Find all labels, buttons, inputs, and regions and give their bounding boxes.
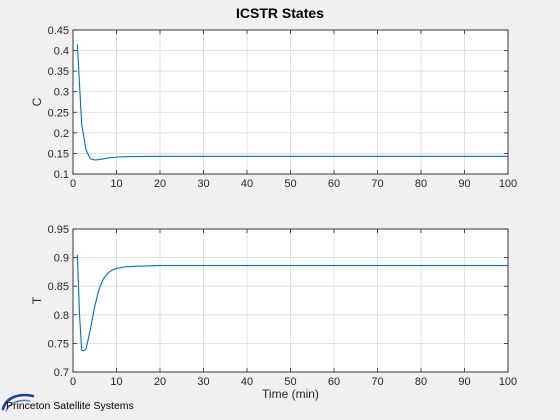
plot-concentration: 0 10 20 30 40 50 60 70 80 90 100 0.1 0.15 0.2 0.25 0.3 0…: [30, 25, 517, 190]
x-tick-label: 30: [197, 178, 209, 190]
series-line: [76, 254, 508, 352]
x-tick-label: 60: [328, 376, 340, 388]
logo-swoosh-icon: [1, 393, 35, 411]
y-tick-label: 0.7: [54, 367, 69, 379]
x-axis-label: Time (min): [262, 387, 319, 401]
y-tick-label: 0.45: [48, 25, 69, 37]
x-tick-label: 100: [499, 178, 517, 190]
x-tick-label: 20: [154, 376, 166, 388]
y-tick-label: 0.95: [48, 224, 69, 236]
figure-title: ICSTR States: [236, 5, 324, 21]
princeton-logo: Princeton Satellite Systems: [1, 393, 134, 412]
y-tick-label: 0.25: [48, 107, 69, 119]
y-tick-label: 0.15: [48, 148, 69, 160]
x-tick-label: 0: [70, 376, 76, 388]
x-tick-label: 90: [458, 178, 470, 190]
y-axis-label: T: [30, 296, 44, 304]
y-tick-label: 0.9: [54, 253, 69, 265]
x-tick-label: 70: [371, 376, 383, 388]
y-axis-label: C: [30, 97, 44, 106]
plot-temperature: 0 10 20 30 40 50 60 70 80 90 100 0.7 0.75 0.8 0.85 0.9 0…: [30, 224, 517, 401]
x-tick-label: 70: [371, 178, 383, 190]
x-tick-label: 40: [241, 376, 253, 388]
y-tick-label: 0.4: [54, 46, 69, 58]
x-tick-label: 50: [284, 376, 296, 388]
y-tick-label: 0.85: [48, 281, 69, 293]
x-tick-label: 40: [241, 178, 253, 190]
branding-text: Princeton Satellite Systems: [6, 400, 134, 412]
x-tick-label: 90: [458, 376, 470, 388]
x-tick-label: 100: [499, 376, 517, 388]
y-tick-label: 0.8: [54, 310, 69, 322]
x-tick-label: 10: [110, 376, 122, 388]
y-tick-label: 0.35: [48, 66, 69, 78]
x-tick-label: 50: [284, 178, 296, 190]
x-tick-label: 80: [415, 178, 427, 190]
series-line: [76, 44, 508, 161]
y-tick-label: 0.75: [48, 338, 69, 350]
x-tick-label: 10: [110, 178, 122, 190]
x-tick-label: 20: [154, 178, 166, 190]
x-tick-label: 30: [197, 376, 209, 388]
y-tick-label: 0.1: [54, 169, 69, 181]
x-tick-label: 0: [70, 178, 76, 190]
x-tick-label: 80: [415, 376, 427, 388]
logo-swoosh-inner-icon: [5, 399, 31, 412]
y-tick-label: 0.3: [54, 87, 69, 99]
x-tick-label: 60: [328, 178, 340, 190]
y-tick-label: 0.2: [54, 128, 69, 140]
